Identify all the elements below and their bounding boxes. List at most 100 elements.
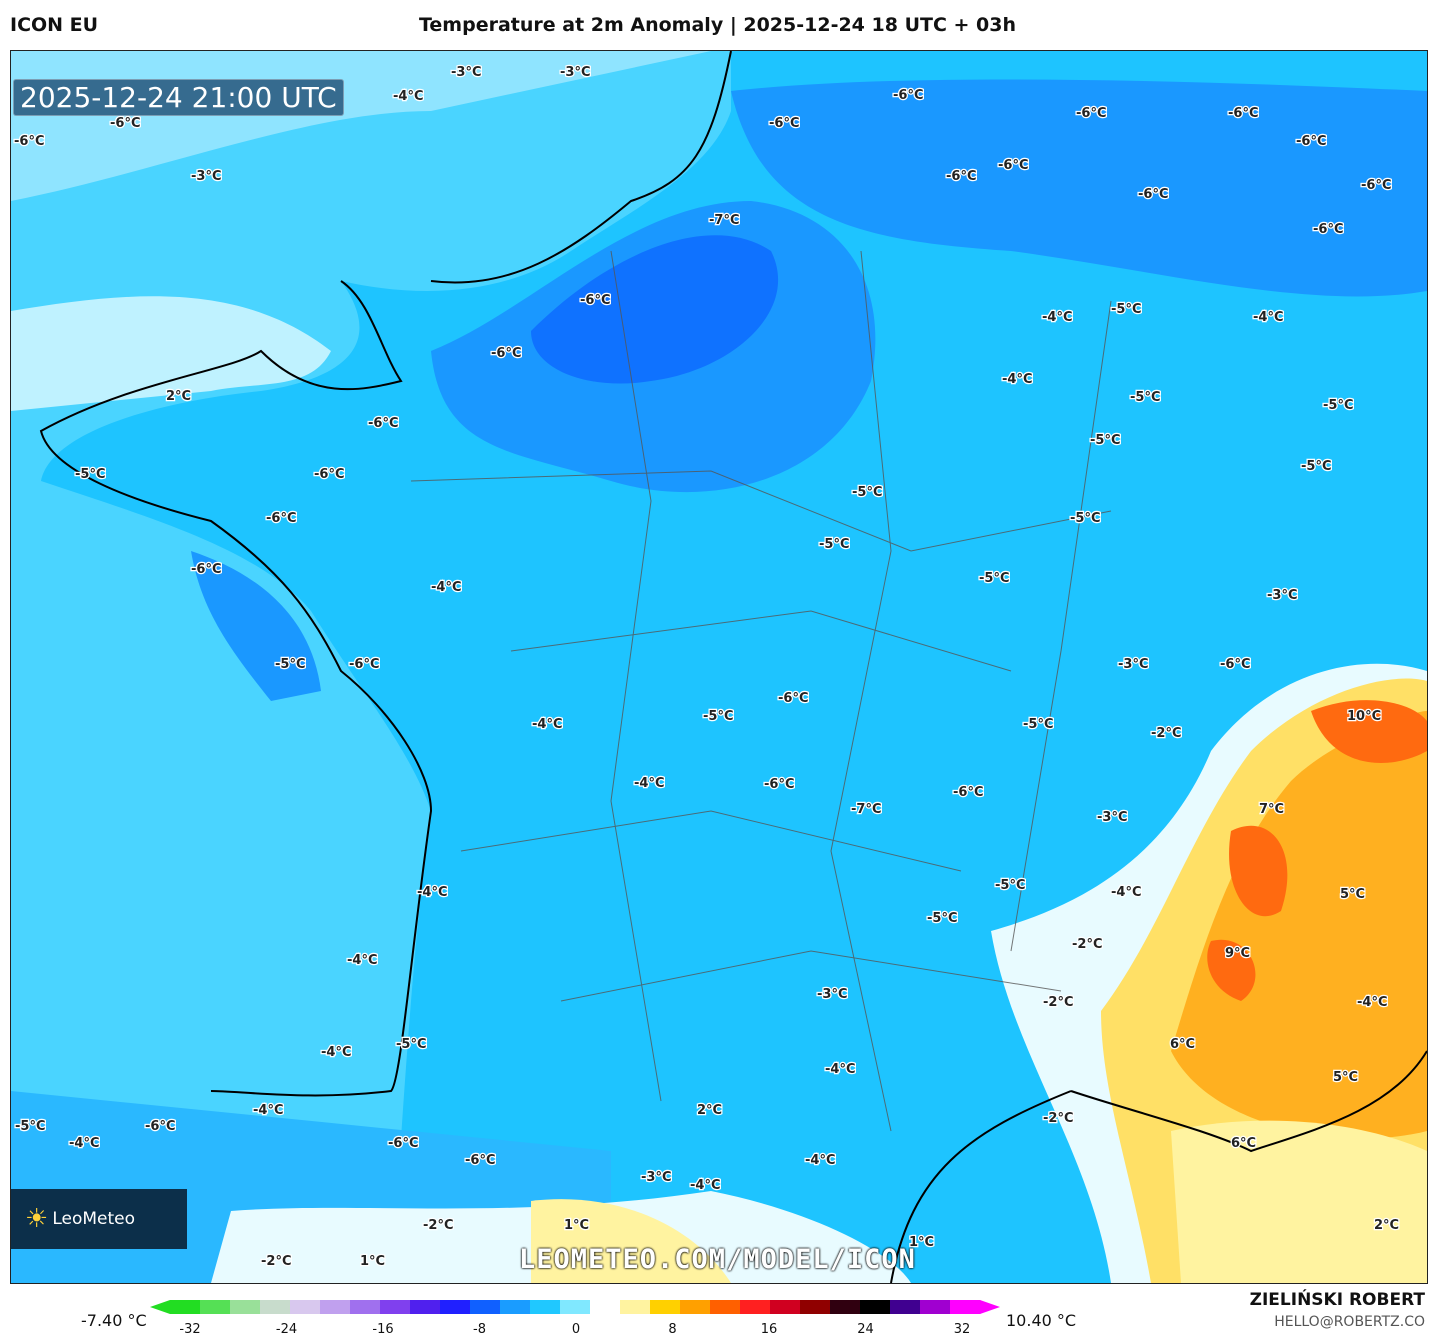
- contour-label: -5°C: [1301, 459, 1331, 474]
- contour-label: -4°C: [805, 1153, 835, 1168]
- contour-label: -6°C: [1313, 222, 1343, 237]
- colorbar-swatch: [200, 1300, 231, 1314]
- contour-label: -6°C: [580, 293, 610, 308]
- contour-label: 6°C: [1170, 1037, 1195, 1052]
- contour-label: -5°C: [15, 1119, 45, 1134]
- colorbar-tick-label: 0: [571, 1322, 581, 1337]
- contour-label: -3°C: [560, 65, 590, 80]
- colorbar-swatch: [290, 1300, 321, 1314]
- colorbar-swatch: [950, 1300, 981, 1314]
- colorbar-swatch: [560, 1300, 591, 1314]
- cold-west: [191, 551, 321, 701]
- colorbar-swatch: [440, 1300, 471, 1314]
- contour-label: -2°C: [1043, 995, 1073, 1010]
- contour-label: 5°C: [1333, 1070, 1358, 1085]
- contour-label: -6°C: [769, 116, 799, 131]
- colder-north: [531, 235, 779, 384]
- anomaly-map[interactable]: -3°C -3°C -4°C -6°C -6°C -3°C -6°C -6°C -6°C -6°C…: [10, 50, 1428, 1284]
- colorbar-swatch: [800, 1300, 831, 1314]
- contour-label: 2°C: [166, 389, 191, 404]
- contour-label: 1°C: [360, 1254, 385, 1269]
- contour-label: -2°C: [1043, 1111, 1073, 1126]
- watermark: LEOMETEO.COM/MODEL/ICON: [519, 1244, 916, 1275]
- colorbar-max-arrow: [980, 1300, 1000, 1314]
- contour-label: -5°C: [852, 485, 882, 500]
- contour-label: 1°C: [564, 1218, 589, 1233]
- contour-label: -5°C: [979, 571, 1009, 586]
- contour-label: -6°C: [314, 467, 344, 482]
- contour-label: -5°C: [275, 657, 305, 672]
- contour-label: -4°C: [690, 1178, 720, 1193]
- contour-label: -4°C: [431, 580, 461, 595]
- contour-label: -4°C: [1042, 310, 1072, 325]
- colorbar-swatch: [830, 1300, 861, 1314]
- contour-label: -4°C: [417, 885, 447, 900]
- contour-label: -4°C: [1002, 372, 1032, 387]
- colorbar-swatch: [350, 1300, 381, 1314]
- valid-time-badge: 2025-12-24 21:00 UTC: [13, 79, 344, 116]
- colorbar-tick-label: -8: [473, 1322, 486, 1337]
- contour-label: -3°C: [817, 987, 847, 1002]
- contour-label: 7°C: [1259, 802, 1284, 817]
- colorbar-tick-label: -32: [179, 1322, 201, 1337]
- contour-label: -5°C: [1111, 302, 1141, 317]
- leometeo-logo[interactable]: ☀ LeoMeteo: [11, 1189, 187, 1249]
- colorbar-swatch: [320, 1300, 351, 1314]
- sun-icon: ☀: [25, 1204, 49, 1234]
- contour-label: -6°C: [998, 158, 1028, 173]
- contour-label: -6°C: [191, 562, 221, 577]
- contour-label: -6°C: [1138, 187, 1168, 202]
- contour-label: -4°C: [347, 953, 377, 968]
- colorbar-swatch: [260, 1300, 291, 1314]
- contour-label: -5°C: [1323, 398, 1353, 413]
- contour-label: 2°C: [697, 1103, 722, 1118]
- contour-label: -6°C: [368, 416, 398, 431]
- contour-label: -4°C: [1253, 310, 1283, 325]
- colorbar-swatch: [710, 1300, 741, 1314]
- contour-label: -2°C: [423, 1218, 453, 1233]
- colorbar-swatch: [500, 1300, 531, 1314]
- contour-label: -3°C: [1097, 810, 1127, 825]
- contour-label: -4°C: [532, 717, 562, 732]
- colorbar-swatch: [860, 1300, 891, 1314]
- contour-label: -6°C: [946, 169, 976, 184]
- contour-label: -6°C: [1361, 178, 1391, 193]
- contour-label: -6°C: [14, 134, 44, 149]
- colorbar-max-label: 10.40 °C: [1006, 1311, 1077, 1330]
- colorbar-swatch: [890, 1300, 921, 1314]
- colorbar-swatch: [230, 1300, 261, 1314]
- model-name: ICON EU: [10, 14, 99, 36]
- contour-label: 5°C: [1340, 887, 1365, 902]
- contour-label: -4°C: [393, 89, 423, 104]
- colorbar-min-arrow: [150, 1300, 170, 1314]
- contour-label: -2°C: [261, 1254, 291, 1269]
- contour-label: -6°C: [1220, 657, 1250, 672]
- cold-north: [731, 79, 1427, 297]
- colorbar-tick-label: 24: [857, 1322, 874, 1337]
- contour-label: -5°C: [396, 1037, 426, 1052]
- colorbar-swatch: [740, 1300, 771, 1314]
- colorbar-swatch: [590, 1300, 621, 1314]
- contour-label: -6°C: [893, 88, 923, 103]
- contour-label: -5°C: [1130, 390, 1160, 405]
- contour-label: -5°C: [1070, 511, 1100, 526]
- contour-label: -6°C: [145, 1119, 175, 1134]
- alps-orange: [1171, 711, 1427, 1139]
- contour-label: -5°C: [75, 467, 105, 482]
- contour-label: -4°C: [634, 776, 664, 791]
- contour-label: -7°C: [709, 213, 739, 228]
- contour-label: -6°C: [953, 785, 983, 800]
- contour-label: -2°C: [1072, 937, 1102, 952]
- colorbar-swatch: [410, 1300, 441, 1314]
- corsica-warm: [1171, 1120, 1427, 1283]
- logo-text: LeoMeteo: [52, 1209, 135, 1229]
- contour-label: -6°C: [1296, 134, 1326, 149]
- colorbar-tick-label: 32: [953, 1322, 971, 1337]
- contour-label: -6°C: [491, 346, 521, 361]
- contour-labels: -3°C -3°C -4°C -6°C -6°C -3°C -6°C -6°C -6°C -6°C…: [13, 64, 1401, 1271]
- contour-label: 2°C: [1374, 1218, 1399, 1233]
- contour-label: -6°C: [349, 657, 379, 672]
- colorbar-swatch: [680, 1300, 711, 1314]
- colorbar-swatch: [920, 1300, 951, 1314]
- contour-label: -2°C: [1151, 726, 1181, 741]
